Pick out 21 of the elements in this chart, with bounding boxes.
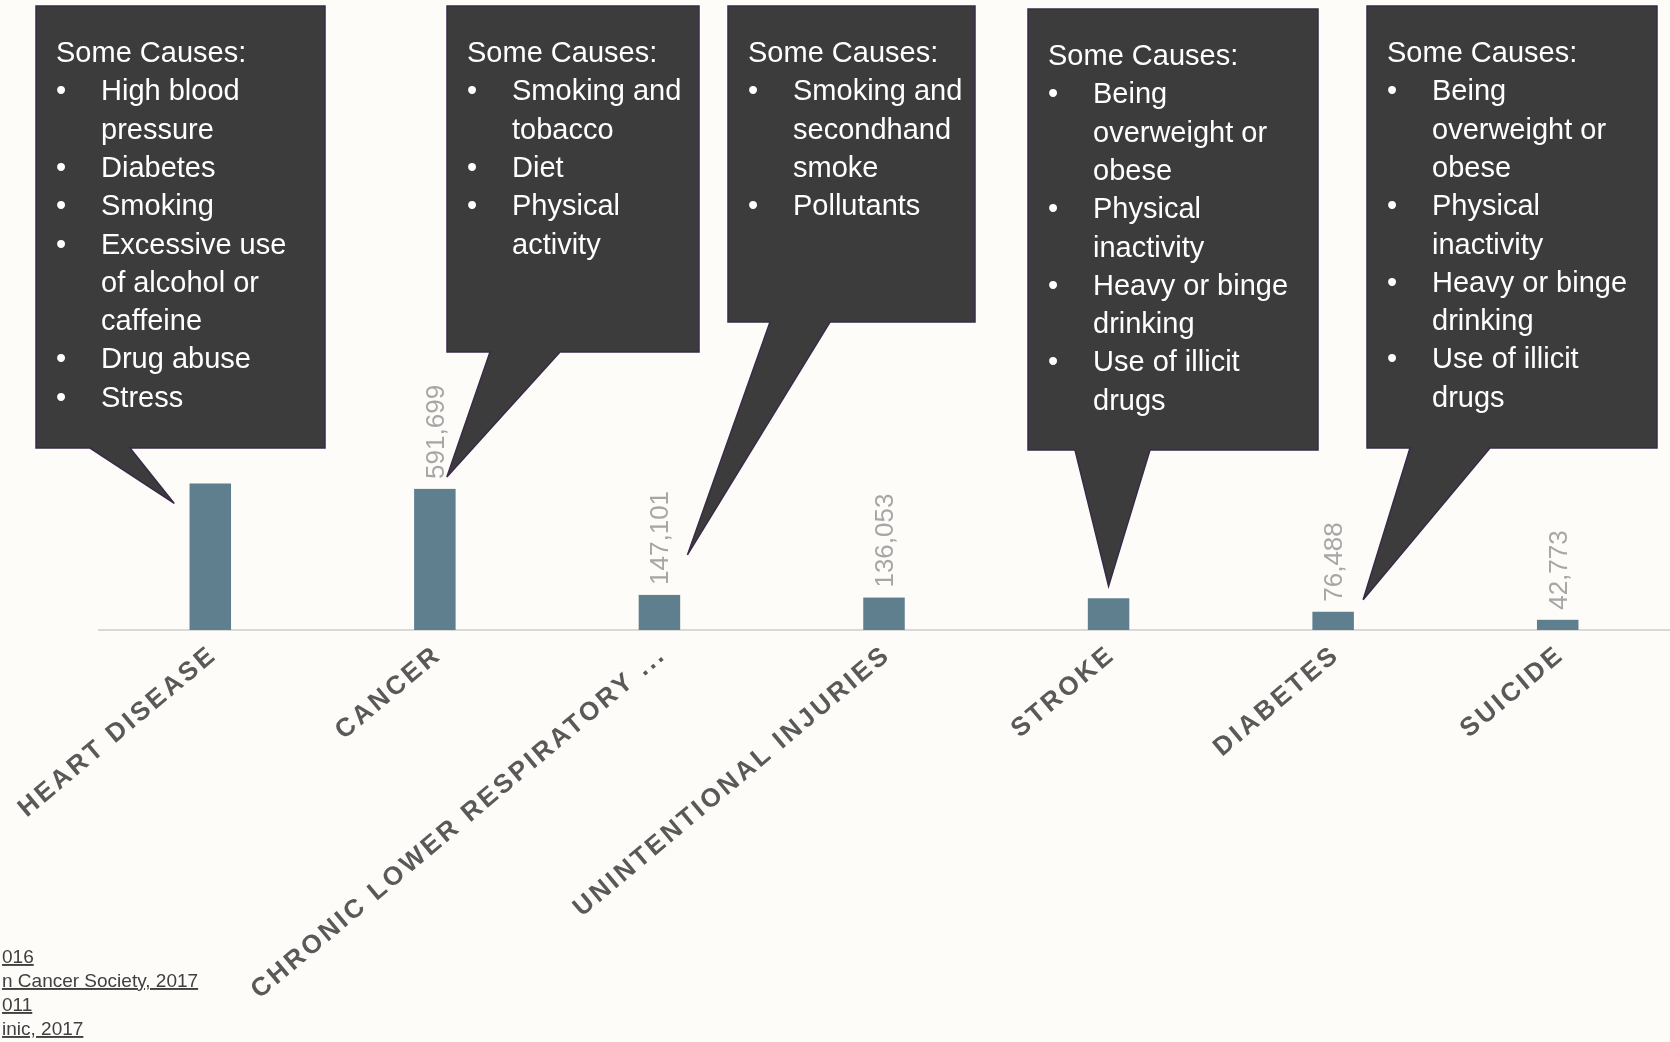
text: Some Causes: • Being overweight or obese • Physical inactivity • Heavy or binge drinking • Use of illicit drugs <box>1048 39 1289 416</box>
data-label: 76,488 <box>1318 522 1349 602</box>
text: inic, 2017 <box>2 1018 84 1039</box>
text: Some Causes: • Smoking and tobacco • Diet • Physical activity <box>467 36 682 260</box>
bar <box>1087 598 1130 630</box>
bar <box>863 597 905 630</box>
bar <box>414 488 456 630</box>
bar <box>638 594 681 630</box>
text: 011 <box>2 994 33 1015</box>
data-label: 147,101 <box>644 490 675 585</box>
data-label: 136,053 <box>869 493 899 588</box>
bar <box>189 483 232 630</box>
text: Some Causes: • Smoking and secondhand smoke • Pollutants <box>748 36 963 222</box>
bar <box>1312 611 1354 630</box>
data-label: 591,699 <box>419 384 450 479</box>
data-label: 42,773 <box>1542 530 1573 610</box>
text: Some Causes: • Being overweight or obese • Physical inactivity • Heavy or binge drinking • Use of illicit drugs <box>1387 36 1628 413</box>
text: Some Causes: • High blood pressure • Diabetes • Smoking • Excessive use of alcohol or caffeine • Drug abuse • Stress <box>56 36 287 413</box>
bar <box>1536 619 1579 630</box>
text: 016 <box>2 946 34 967</box>
text: n Cancer Society, 2017 <box>2 970 199 991</box>
